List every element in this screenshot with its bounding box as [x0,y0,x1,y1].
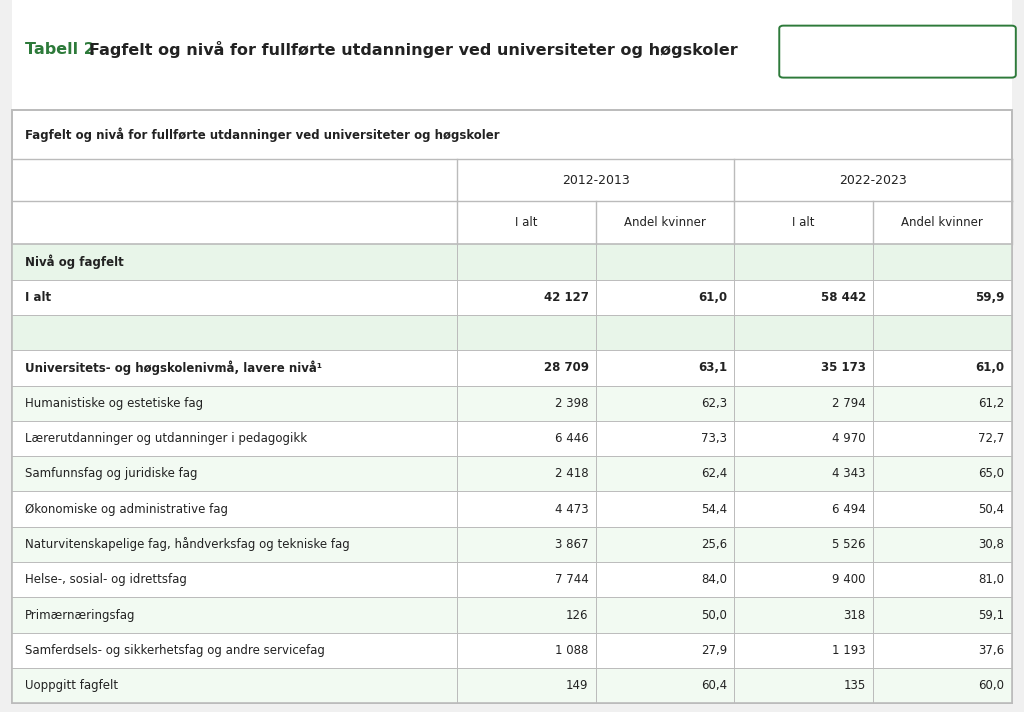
Text: Uoppgitt fagfelt: Uoppgitt fagfelt [25,679,118,692]
Bar [12,456,1012,491]
Text: 61,2: 61,2 [978,397,1005,409]
Text: 9 400: 9 400 [833,573,866,586]
Text: 61,0: 61,0 [698,290,727,304]
Text: Fagfelt og nivå for fullførte utdanninger ved universiteter og høgskoler: Fagfelt og nivå for fullførte utdanninge… [25,127,500,142]
Text: 72,7: 72,7 [978,432,1005,445]
Text: 42 127: 42 127 [544,290,589,304]
Text: 30,8: 30,8 [979,538,1005,551]
Bar [12,244,1012,280]
Text: 28 709: 28 709 [544,362,589,375]
Text: I alt: I alt [515,216,538,229]
Text: 60,0: 60,0 [979,679,1005,692]
Text: 27,9: 27,9 [701,644,727,657]
Text: Tabell 2: Tabell 2 [25,42,94,58]
FancyBboxPatch shape [779,26,1016,78]
Text: Fagfelt og nivå for fullførte utdanninger ved universiteter og høgskoler: Fagfelt og nivå for fullførte utdanninge… [89,41,738,58]
Text: 4 473: 4 473 [555,503,589,515]
Bar [12,421,1012,456]
Text: 4 343: 4 343 [833,467,866,481]
Bar [12,280,1012,315]
Bar [12,668,1012,703]
Text: 4 970: 4 970 [833,432,866,445]
Text: Samfunnsfag og juridiske fag: Samfunnsfag og juridiske fag [25,467,197,481]
Bar [12,350,1012,385]
Text: 2 418: 2 418 [555,467,589,481]
Text: Lærerutdanninger og utdanninger i pedagogikk: Lærerutdanninger og utdanninger i pedago… [25,432,307,445]
Text: Økonomiske og administrative fag: Økonomiske og administrative fag [25,503,227,515]
Text: 62,3: 62,3 [701,397,727,409]
Text: 58 442: 58 442 [820,290,866,304]
Text: 126: 126 [566,609,589,622]
Text: 63,1: 63,1 [698,362,727,375]
Text: Naturvitenskapelige fag, håndverksfag og tekniske fag: Naturvitenskapelige fag, håndverksfag og… [25,538,349,552]
Text: 2012-2013: 2012-2013 [562,174,630,187]
Text: 135: 135 [844,679,866,692]
Text: 2 794: 2 794 [833,397,866,409]
Bar [12,527,1012,562]
Text: Helse-, sosial- og idrettsfag: Helse-, sosial- og idrettsfag [25,573,186,586]
Text: Samferdsels- og sikkerhetsfag og andre servicefag: Samferdsels- og sikkerhetsfag og andre s… [25,644,325,657]
Text: 6 446: 6 446 [555,432,589,445]
Text: I alt: I alt [793,216,815,229]
Text: 3 867: 3 867 [555,538,589,551]
Text: 1 193: 1 193 [833,644,866,657]
Text: 84,0: 84,0 [701,573,727,586]
Text: Nivå og fagfelt: Nivå og fagfelt [25,255,123,269]
Text: 65,0: 65,0 [979,467,1005,481]
Text: 6 494: 6 494 [833,503,866,515]
Bar [12,633,1012,668]
Text: 59,1: 59,1 [978,609,1005,622]
Text: Humanistiske og estetiske fag: Humanistiske og estetiske fag [25,397,203,409]
Text: 37,6: 37,6 [978,644,1005,657]
Text: 25,6: 25,6 [701,538,727,551]
Text: 35 173: 35 173 [821,362,866,375]
Text: 50,0: 50,0 [701,609,727,622]
Text: I alt: I alt [25,290,51,304]
Text: 61,0: 61,0 [976,362,1005,375]
Bar [12,491,1012,527]
Text: 73,3: 73,3 [701,432,727,445]
Text: 2 398: 2 398 [555,397,589,409]
Bar [12,385,1012,421]
Text: 318: 318 [844,609,866,622]
Text: ∨: ∨ [994,45,1005,58]
Text: 60,4: 60,4 [701,679,727,692]
Text: 2022-2023: 2022-2023 [839,174,907,187]
Text: 1 088: 1 088 [555,644,589,657]
Bar [12,315,1012,350]
Text: 81,0: 81,0 [979,573,1005,586]
Text: 62,4: 62,4 [701,467,727,481]
Text: Universitets- og høgskolenivmå, lavere nivå¹: Universitets- og høgskolenivmå, lavere n… [25,360,322,375]
Text: Primærnæringsfag: Primærnæringsfag [25,609,135,622]
Text: Last ned tabell som ...: Last ned tabell som ... [796,46,920,57]
Text: 7 744: 7 744 [555,573,589,586]
Bar [12,562,1012,597]
Text: Andel kvinner: Andel kvinner [901,216,983,229]
Text: Andel kvinner: Andel kvinner [624,216,706,229]
Text: 59,9: 59,9 [975,290,1005,304]
Text: 50,4: 50,4 [979,503,1005,515]
Text: 149: 149 [566,679,589,692]
Text: 5 526: 5 526 [833,538,866,551]
Bar [12,597,1012,633]
Text: 54,4: 54,4 [701,503,727,515]
